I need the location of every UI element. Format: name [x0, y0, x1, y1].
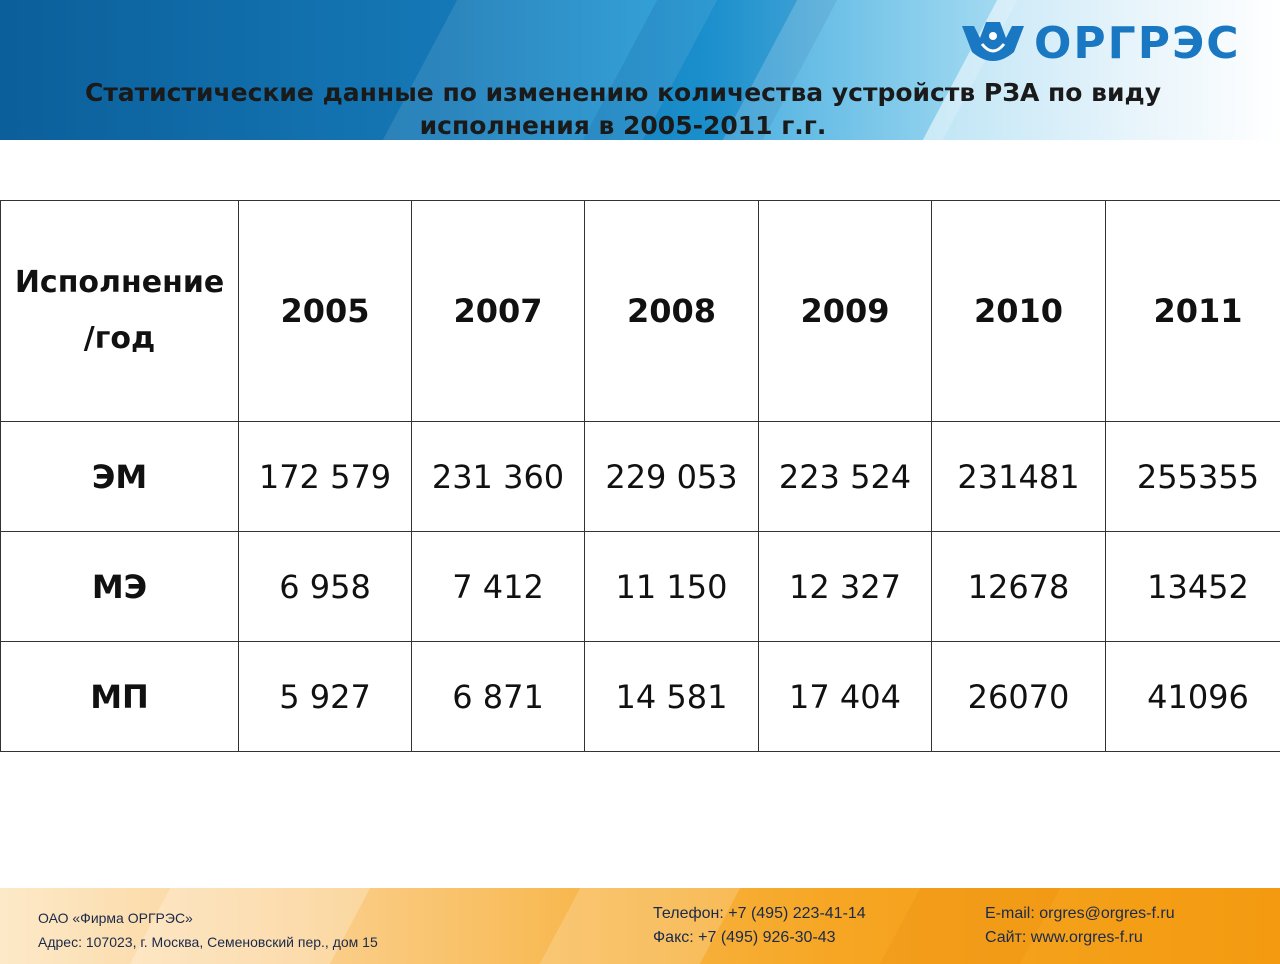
- row-label: ЭМ: [0, 421, 239, 532]
- table-cell: 13452: [1105, 531, 1280, 642]
- table-cell: 7 412: [411, 531, 585, 642]
- company-address: Адрес: 107023, г. Москва, Семеновский пе…: [38, 934, 378, 950]
- logo-text: ОРГРЭС: [1034, 18, 1241, 69]
- header-cell-year: 2009: [758, 200, 932, 422]
- header-cell-type-year: Исполнение /год: [0, 200, 239, 422]
- title-line: Статистические данные по изменению колич…: [84, 78, 1162, 107]
- table-row: ЭМ 172 579 231 360 229 053 223 524 23148…: [0, 421, 1280, 532]
- header-label: /год: [83, 321, 156, 356]
- table-cell: 11 150: [584, 531, 759, 642]
- company-phone: Телефон: +7 (495) 223-41-14: [653, 905, 866, 922]
- table-cell: 6 871: [411, 641, 585, 752]
- footer-banner: ОАО «Фирма ОРГРЭС» Адрес: 107023, г. Мос…: [0, 888, 1280, 964]
- footer-contact-block: Телефон: +7 (495) 223-41-14 Факс: +7 (49…: [653, 902, 866, 950]
- header-cell-year: 2010: [931, 200, 1106, 422]
- company-logo: ОРГРЭС: [958, 18, 1258, 70]
- table-cell: 26070: [931, 641, 1106, 752]
- table-cell: 12678: [931, 531, 1106, 642]
- row-label: МЭ: [0, 531, 239, 642]
- company-email[interactable]: E-mail: orgres@orgres-f.ru: [985, 905, 1175, 922]
- crown-icon: [962, 22, 1024, 61]
- header-banner: ОРГРЭС Статистические данные по изменени…: [0, 0, 1280, 140]
- table-cell: 231 360: [411, 421, 585, 532]
- table-cell: 229 053: [584, 421, 759, 532]
- table-cell: 231481: [931, 421, 1106, 532]
- table-cell: 41096: [1105, 641, 1280, 752]
- footer-company-block: ОАО «Фирма ОРГРЭС» Адрес: 107023, г. Мос…: [38, 906, 378, 954]
- table-cell: 14 581: [584, 641, 759, 752]
- company-name: ОАО «Фирма ОРГРЭС»: [38, 910, 193, 926]
- company-fax: Факс: +7 (495) 926-30-43: [653, 929, 836, 946]
- page-title: Статистические данные по изменению колич…: [10, 76, 1236, 140]
- table-cell: 255355: [1105, 421, 1280, 532]
- table-cell: 17 404: [758, 641, 932, 752]
- table-row: МЭ 6 958 7 412 11 150 12 327 12678 13452: [0, 531, 1280, 642]
- table-cell: 6 958: [238, 531, 412, 642]
- title-line: исполнения в 2005-2011 г.г.: [419, 111, 827, 140]
- table-header-row: Исполнение /год 2005 2007 2008 2009 2010…: [0, 200, 1280, 422]
- company-site[interactable]: Сайт: www.orgres-f.ru: [985, 929, 1143, 946]
- table-cell: 223 524: [758, 421, 932, 532]
- table-cell: 172 579: [238, 421, 412, 532]
- row-label: МП: [0, 641, 239, 752]
- header-cell-year: 2008: [584, 200, 759, 422]
- header-cell-year: 2005: [238, 200, 412, 422]
- table-cell: 5 927: [238, 641, 412, 752]
- header-cell-year: 2007: [411, 200, 585, 422]
- table-row: МП 5 927 6 871 14 581 17 404 26070 41096: [0, 641, 1280, 752]
- header-label: Исполнение: [14, 265, 225, 300]
- header-cell-year: 2011: [1105, 200, 1280, 422]
- footer-web-block: E-mail: orgres@orgres-f.ru Сайт: www.org…: [985, 902, 1175, 950]
- table-cell: 12 327: [758, 531, 932, 642]
- stats-table: Исполнение /год 2005 2007 2008 2009 2010…: [0, 200, 1280, 752]
